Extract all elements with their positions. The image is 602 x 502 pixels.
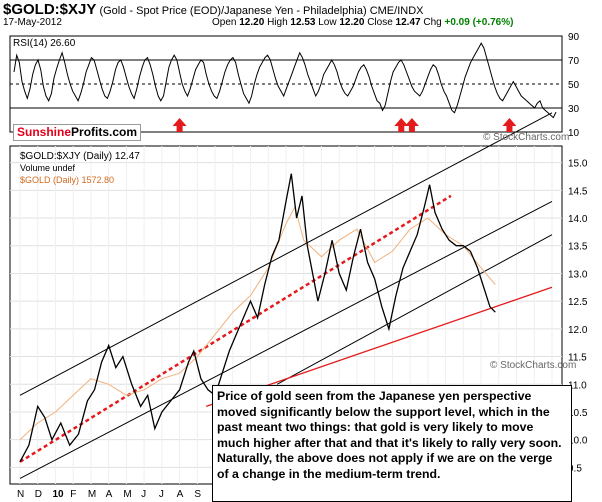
volume-legend: Volume undef bbox=[20, 163, 76, 173]
x-tick-label: J bbox=[141, 489, 146, 500]
x-tick-label: S bbox=[194, 489, 201, 500]
price-tick-label: 11.5 bbox=[568, 353, 587, 364]
price-tick-label: 15.0 bbox=[568, 159, 588, 170]
x-tick-label: A bbox=[106, 489, 113, 500]
rsi-panel: 10 30 50 70 90 RSI(14) 26.60 bbox=[9, 32, 580, 139]
x-tick-label: J bbox=[159, 489, 164, 500]
symbol-label: $GOLD:$XJY bbox=[3, 1, 97, 18]
rsi-tick-label: 10 bbox=[568, 128, 580, 139]
x-tick-label: F bbox=[70, 489, 76, 500]
x-tick-label: N bbox=[17, 489, 24, 500]
red-up-arrow bbox=[394, 118, 409, 132]
x-tick-label: M bbox=[123, 489, 131, 500]
symbol-description: (Gold - Spot Price (EOD)/Japanese Yen - … bbox=[99, 5, 367, 17]
exchange-label: CME/INDX bbox=[369, 5, 424, 17]
watermark-bottom: © StockCharts.com bbox=[490, 360, 577, 371]
red-up-arrow bbox=[502, 118, 517, 132]
rsi-legend: RSI(14) 26.60 bbox=[13, 38, 76, 49]
chart-date: 17-May-2012 bbox=[3, 17, 62, 28]
watermark-top: © StockCharts.com bbox=[483, 132, 570, 143]
low-value: 12.20 bbox=[339, 17, 365, 28]
channel-line bbox=[19, 200, 553, 479]
close-value: 12.47 bbox=[395, 17, 421, 28]
x-tick-label: 10 bbox=[52, 489, 64, 500]
x-tick-label: M bbox=[88, 489, 96, 500]
channel-line bbox=[276, 234, 553, 385]
rsi-tick-label: 90 bbox=[568, 32, 580, 43]
price-tick-label: 14.5 bbox=[568, 186, 588, 197]
dotted-trend-line bbox=[19, 194, 452, 463]
rsi-series-line bbox=[13, 42, 557, 119]
channel-line bbox=[19, 112, 553, 396]
gold-legend: $GOLD (Daily) 1572.80 bbox=[20, 175, 114, 185]
annotation-box: Price of gold seen from the Japanese yen… bbox=[212, 385, 572, 502]
price-legend: $GOLD:$XJY (Daily) 12.47 bbox=[20, 151, 140, 162]
price-tick-label: 9.5 bbox=[568, 463, 582, 474]
price-tick-label: 11.0 bbox=[568, 380, 587, 391]
x-tick-label: A bbox=[177, 489, 184, 500]
price-series-line bbox=[19, 173, 496, 463]
rsi-tick-label: 50 bbox=[568, 80, 580, 91]
red-up-arrow bbox=[404, 118, 419, 132]
price-tick-label: 14.0 bbox=[568, 214, 588, 225]
price-tick-label: 10.5 bbox=[568, 408, 588, 419]
price-tick-label: 12.5 bbox=[568, 297, 588, 308]
change-value: +0.09 (+0.76%) bbox=[444, 17, 514, 28]
price-tick-label: 12.0 bbox=[568, 325, 588, 336]
price-tick-label: 13.5 bbox=[568, 242, 588, 253]
sunshine-profits-logo: SunshineProfits.com bbox=[13, 124, 142, 141]
high-value: 12.53 bbox=[290, 17, 316, 28]
red-up-arrow bbox=[172, 118, 187, 132]
open-value: 12.20 bbox=[239, 17, 265, 28]
price-tick-label: 10.0 bbox=[568, 436, 588, 447]
price-tick-label: 13.0 bbox=[568, 269, 588, 280]
rsi-tick-label: 70 bbox=[568, 56, 580, 67]
chart-title: $GOLD:$XJY (Gold - Spot Price (EOD)/Japa… bbox=[3, 1, 423, 18]
x-tick-label: D bbox=[35, 489, 42, 500]
ohlc-readout: Open 12.20 High 12.53 Low 12.20 Close 12… bbox=[212, 17, 514, 28]
rsi-tick-label: 30 bbox=[568, 104, 580, 115]
